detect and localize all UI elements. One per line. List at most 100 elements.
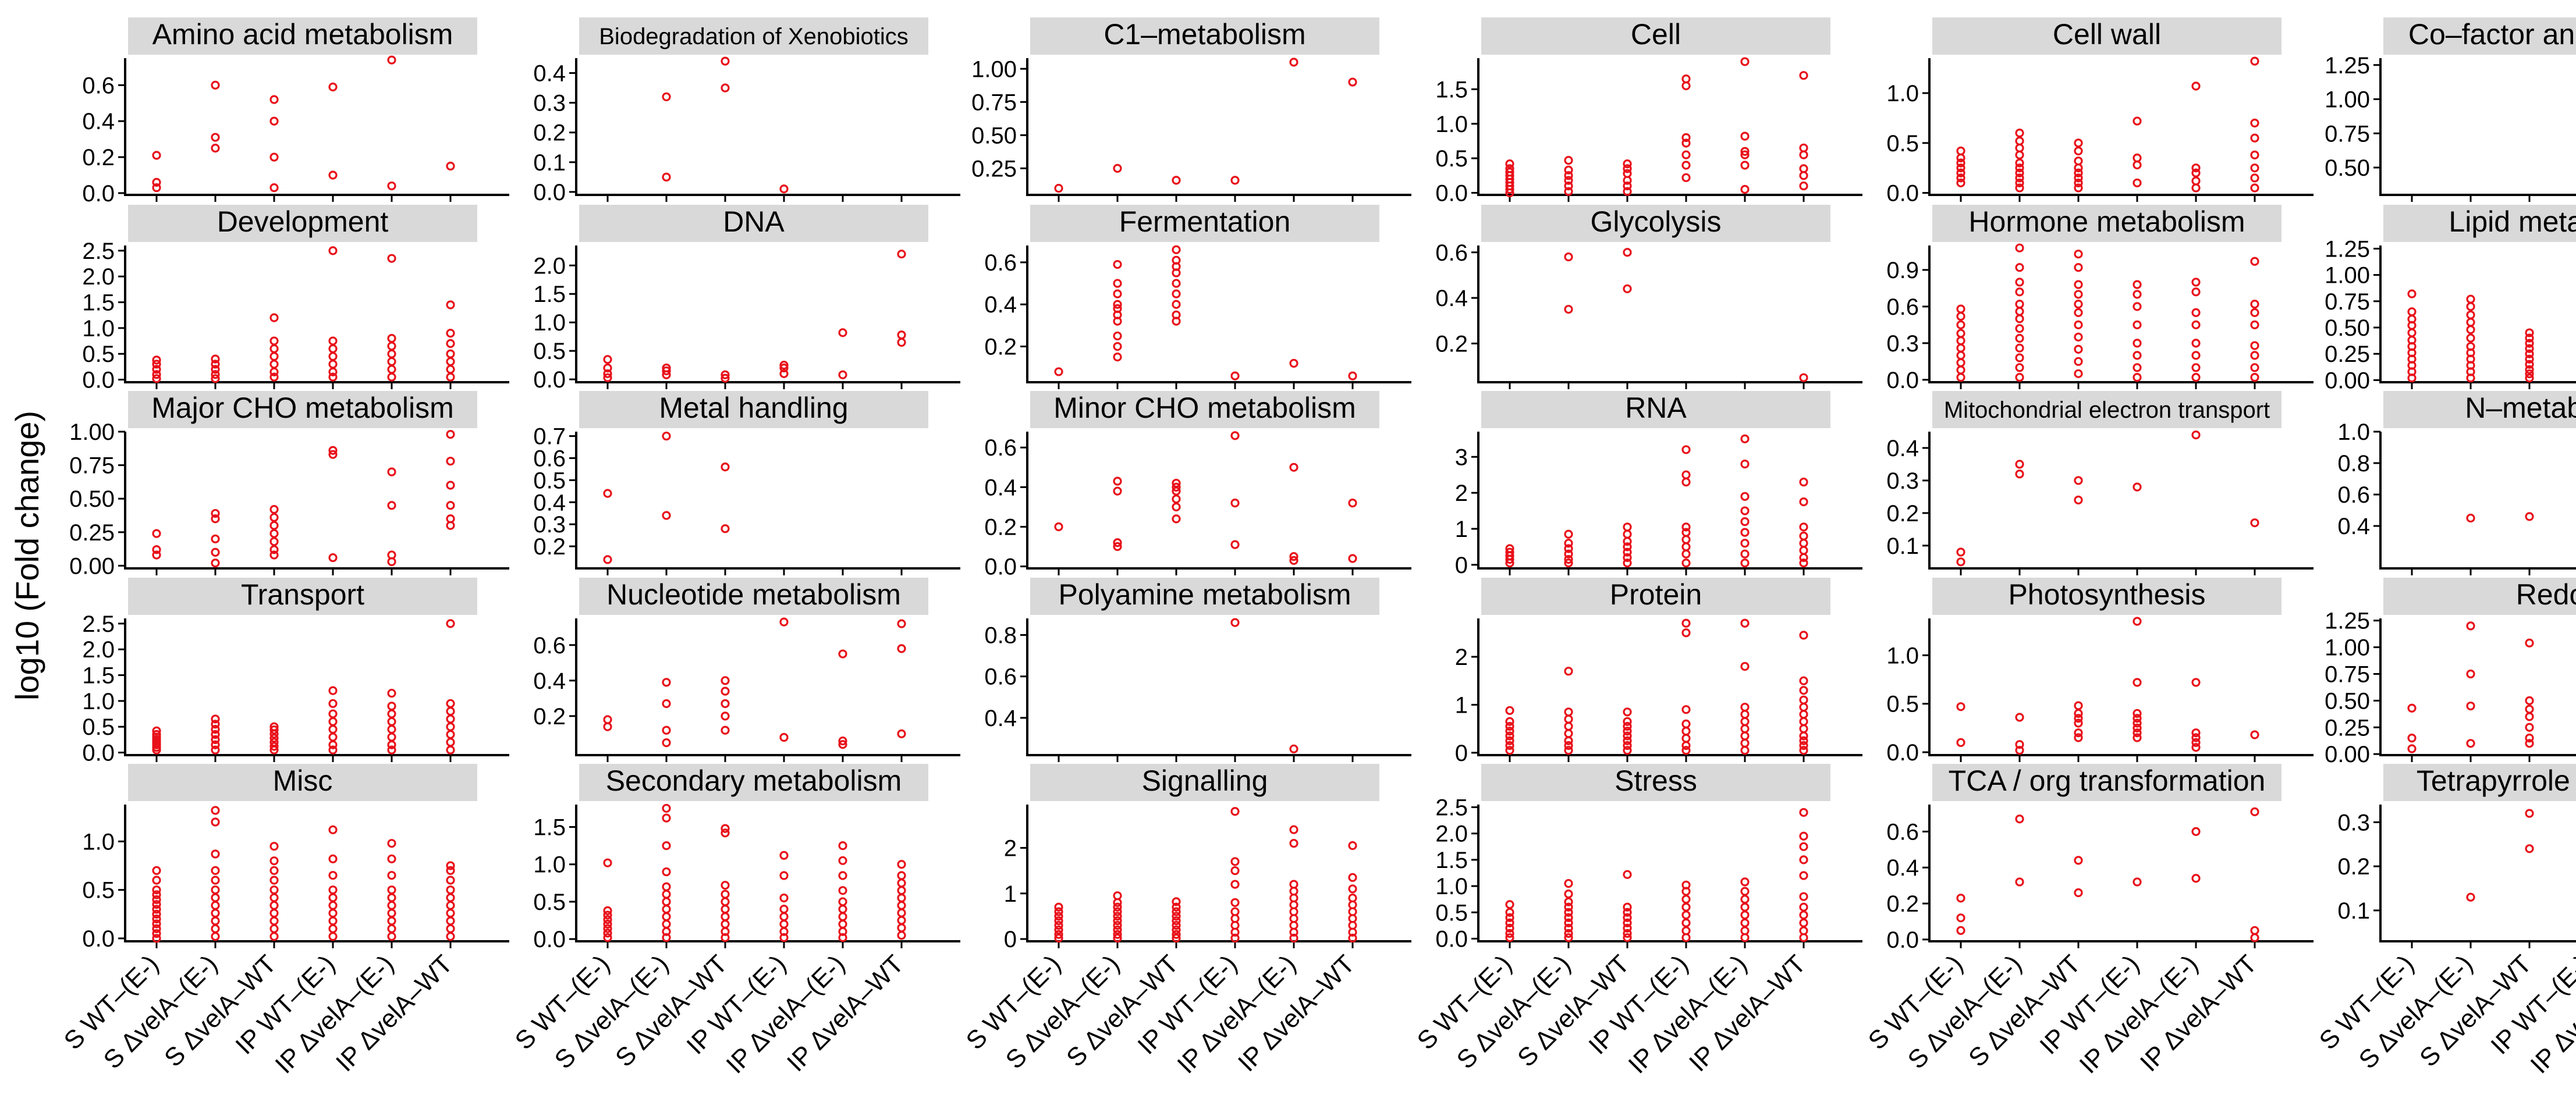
data-point [1230, 898, 1240, 908]
data-point [387, 467, 396, 476]
data-point [1230, 857, 1240, 866]
data-point [1799, 164, 1808, 173]
data-point [211, 932, 220, 941]
data-point [1740, 910, 1750, 920]
y-tick-label: 0.6 [82, 73, 115, 98]
data-point [1956, 158, 1965, 168]
data-point [446, 329, 455, 338]
data-point [1564, 558, 1573, 568]
data-point [387, 885, 396, 895]
data-point [1799, 373, 1808, 382]
data-point [1956, 358, 1965, 368]
data-point [1799, 522, 1808, 532]
data-point [603, 355, 612, 364]
data-point [2525, 369, 2534, 379]
data-point [211, 558, 220, 568]
data-point [721, 699, 730, 709]
data-point [1799, 531, 1808, 540]
data-point [1230, 176, 1240, 185]
data-point [1623, 553, 1632, 563]
data-point [328, 871, 338, 880]
data-point [2191, 733, 2201, 742]
panel: Protein 0 1 2 [1455, 578, 1862, 766]
data-point [328, 344, 338, 353]
data-point [269, 529, 279, 538]
data-point [2525, 333, 2534, 343]
data-point [211, 547, 220, 557]
y-tick-label: 0.0 [1886, 181, 1919, 207]
data-point [1799, 910, 1808, 920]
data-point [2525, 360, 2534, 369]
data-point [2525, 373, 2534, 383]
panel-title: Photosynthesis [2008, 578, 2205, 611]
data-point [211, 730, 220, 739]
data-point [211, 740, 220, 749]
data-point [446, 916, 455, 926]
data-point [211, 924, 220, 933]
data-point [779, 912, 789, 922]
panel-strip [579, 764, 928, 801]
panel-strip [128, 578, 477, 615]
data-point [2250, 118, 2259, 128]
data-point [2525, 723, 2534, 732]
data-point [2015, 158, 2024, 168]
data-point [387, 901, 396, 910]
data-point [2015, 333, 2024, 343]
data-point [1172, 897, 1181, 906]
panel-strip [1030, 578, 1379, 615]
data-point [1172, 310, 1181, 319]
y-tick-label: 1.5 [82, 663, 115, 689]
data-point [779, 361, 789, 370]
data-point [1113, 289, 1122, 298]
data-point [328, 717, 338, 726]
data-point [1505, 731, 1514, 741]
data-point [662, 725, 671, 735]
data-point [2074, 308, 2083, 318]
y-tick-label: 0.0 [984, 554, 1017, 580]
data-point [269, 722, 279, 731]
data-point [446, 924, 455, 933]
y-tick-label: 0.4 [1886, 855, 1919, 881]
data-point [211, 893, 220, 902]
data-point [897, 893, 906, 903]
panel-title: Transport [241, 578, 364, 611]
panel-title: Minor CHO metabolism [1053, 392, 1356, 424]
data-point [1564, 252, 1573, 262]
data-point [1623, 187, 1632, 196]
data-point [1740, 724, 1750, 734]
y-tick-label: 0.2 [1886, 501, 1919, 526]
data-point [152, 726, 161, 735]
data-point [2466, 310, 2475, 319]
data-point [2525, 344, 2534, 353]
data-point [1289, 358, 1298, 368]
data-point [152, 177, 161, 187]
data-point [838, 886, 847, 895]
data-point [779, 933, 789, 942]
data-point [897, 923, 906, 933]
data-point [1956, 168, 1965, 177]
data-point [721, 711, 730, 721]
panel-title: Hormone metabolism [1968, 205, 2245, 238]
data-point [2250, 56, 2259, 66]
data-point [1348, 893, 1357, 903]
data-point [1623, 717, 1632, 726]
panel-strip [2383, 764, 2576, 801]
data-point [2466, 325, 2475, 335]
data-point [2015, 263, 2024, 272]
y-tick-label: 0.0 [82, 741, 115, 766]
data-point [446, 738, 455, 747]
y-tick-label: 2.5 [82, 239, 115, 264]
data-point [446, 457, 455, 466]
data-point [1623, 529, 1632, 539]
data-point [1681, 705, 1691, 714]
panel: Fermentation 0.2 0.4 0.6 [984, 205, 1411, 389]
data-point [328, 352, 338, 361]
data-point [269, 550, 279, 560]
data-point [269, 901, 279, 910]
data-point [387, 341, 396, 351]
y-tick-label: 0.6 [1435, 240, 1468, 266]
data-point [446, 161, 455, 171]
panel-strip [2383, 391, 2576, 428]
